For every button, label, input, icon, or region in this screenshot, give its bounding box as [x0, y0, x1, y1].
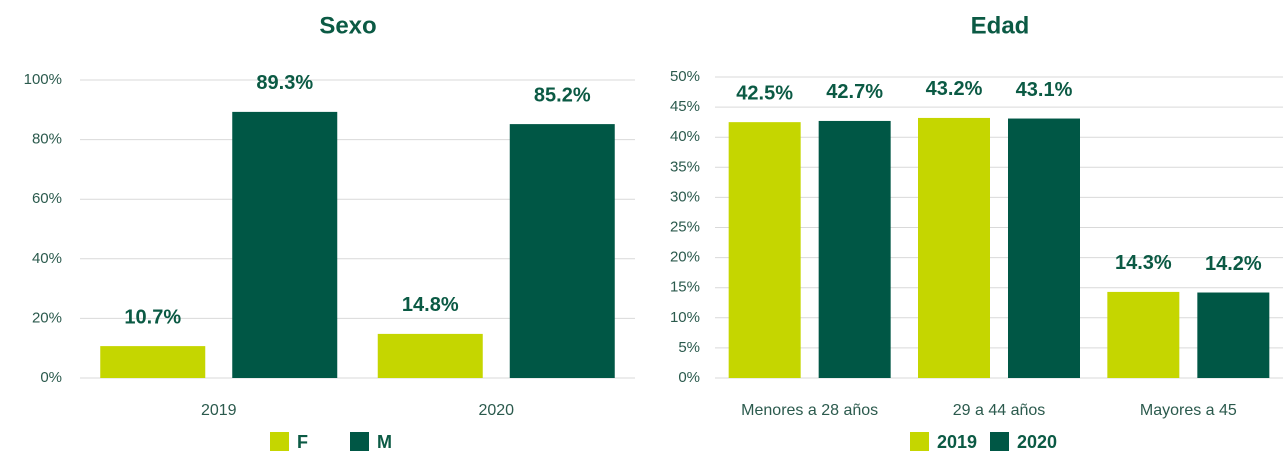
value-label: 42.5%: [736, 82, 793, 104]
legend-label: M: [377, 432, 392, 452]
value-label: 89.3%: [256, 72, 313, 94]
value-label: 85.2%: [534, 84, 591, 106]
x-tick-label: Menores a 28 años: [741, 402, 878, 419]
legend-swatch: [910, 432, 929, 451]
y-tick-label: 20%: [670, 249, 700, 266]
legend-swatch: [990, 432, 1009, 451]
y-tick-label: 5%: [678, 339, 700, 356]
y-tick-label: 25%: [670, 218, 700, 235]
value-label: 14.2%: [1205, 253, 1262, 275]
legend-label: 2019: [937, 432, 977, 452]
y-tick-label: 45%: [670, 98, 700, 115]
legend-label: 2020: [1017, 432, 1057, 452]
y-tick-label: 80%: [32, 131, 62, 148]
y-tick-label: 0%: [678, 369, 700, 386]
value-label: 43.2%: [926, 78, 983, 100]
y-tick-label: 40%: [32, 250, 62, 267]
legend-swatch: [270, 432, 289, 451]
x-tick-label: 2020: [478, 402, 514, 419]
x-tick-label: 29 a 44 años: [953, 402, 1046, 419]
y-tick-label: 50%: [670, 68, 700, 85]
x-tick-label: Mayores a 45: [1140, 402, 1237, 419]
y-tick-label: 20%: [32, 309, 62, 326]
bar: [728, 122, 801, 379]
y-tick-label: 10%: [670, 309, 700, 326]
bar: [100, 346, 206, 378]
value-label: 14.8%: [402, 294, 459, 316]
y-tick-label: 35%: [670, 158, 700, 175]
bar: [232, 111, 338, 379]
bar: [918, 117, 990, 378]
bar: [1107, 291, 1180, 378]
legend-label: F: [297, 432, 308, 452]
y-tick-label: 30%: [670, 188, 700, 205]
value-label: 10.7%: [124, 306, 181, 328]
bar: [1197, 292, 1270, 378]
value-label: 42.7%: [826, 81, 883, 103]
y-tick-label: 60%: [32, 190, 62, 207]
x-tick-label: 2019: [201, 402, 237, 419]
legend-swatch: [350, 432, 369, 451]
y-tick-label: 15%: [670, 279, 700, 296]
y-tick-label: 40%: [670, 128, 700, 145]
bar: [818, 120, 891, 379]
bar: [509, 124, 615, 378]
value-label: 43.1%: [1016, 79, 1073, 101]
bar: [1008, 118, 1080, 379]
value-label: 14.3%: [1115, 252, 1172, 274]
y-tick-label: 100%: [24, 71, 62, 88]
bar: [377, 333, 483, 378]
chart-title: Sexo: [319, 12, 376, 39]
y-tick-label: 0%: [40, 369, 62, 386]
chart-title: Edad: [971, 12, 1030, 39]
